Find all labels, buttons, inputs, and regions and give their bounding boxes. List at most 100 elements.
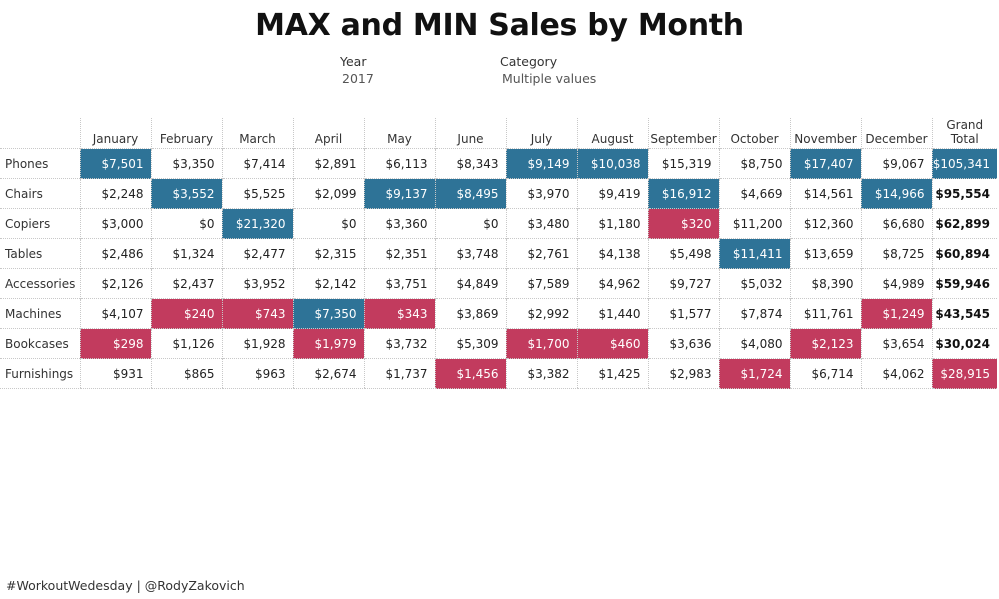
row-header-copiers[interactable]: Copiers	[0, 208, 80, 239]
table-cell-chairs-august[interactable]: $9,419	[576, 178, 648, 209]
table-cell-furnishings-march[interactable]: $963	[221, 358, 293, 389]
table-cell-chairs-february[interactable]: $3,552	[150, 178, 222, 209]
table-cell-machines-june[interactable]: $3,869	[434, 298, 506, 329]
table-cell-copiers-july[interactable]: $3,480	[505, 208, 577, 239]
table-cell-bookcases-march[interactable]: $1,928	[221, 328, 293, 359]
table-cell-copiers-june[interactable]: $0	[434, 208, 506, 239]
row-header-bookcases[interactable]: Bookcases	[0, 328, 80, 359]
table-cell-phones-august[interactable]: $10,038	[576, 148, 648, 179]
table-cell-machines-july[interactable]: $2,992	[505, 298, 577, 329]
table-cell-copiers-april[interactable]: $0	[292, 208, 364, 239]
table-cell-accessories-march[interactable]: $3,952	[221, 268, 293, 299]
table-cell-copiers-october[interactable]: $11,200	[718, 208, 790, 239]
table-cell-phones-february[interactable]: $3,350	[150, 148, 222, 179]
table-cell-bookcases-august[interactable]: $460	[576, 328, 648, 359]
column-header-grand-total[interactable]: Grand Total	[931, 118, 997, 149]
table-cell-bookcases-june[interactable]: $5,309	[434, 328, 506, 359]
table-cell-phones-march[interactable]: $7,414	[221, 148, 293, 179]
table-cell-machines-april[interactable]: $7,350	[292, 298, 364, 329]
table-cell-furnishings-december[interactable]: $4,062	[860, 358, 932, 389]
table-cell-phones-july[interactable]: $9,149	[505, 148, 577, 179]
column-header-february[interactable]: February	[150, 118, 222, 149]
table-cell-copiers-september[interactable]: $320	[647, 208, 719, 239]
table-cell-bookcases-february[interactable]: $1,126	[150, 328, 222, 359]
table-cell-chairs-january[interactable]: $2,248	[79, 178, 151, 209]
table-cell-bookcases-september[interactable]: $3,636	[647, 328, 719, 359]
table-cell-chairs-june[interactable]: $8,495	[434, 178, 506, 209]
table-cell-accessories-august[interactable]: $4,962	[576, 268, 648, 299]
table-cell-accessories-grand-total[interactable]: $59,946	[931, 268, 997, 299]
table-cell-furnishings-november[interactable]: $6,714	[789, 358, 861, 389]
column-header-november[interactable]: November	[789, 118, 861, 149]
table-cell-tables-july[interactable]: $2,761	[505, 238, 577, 269]
table-cell-phones-april[interactable]: $2,891	[292, 148, 364, 179]
table-cell-phones-december[interactable]: $9,067	[860, 148, 932, 179]
table-cell-copiers-january[interactable]: $3,000	[79, 208, 151, 239]
table-cell-chairs-grand-total[interactable]: $95,554	[931, 178, 997, 209]
table-cell-phones-november[interactable]: $17,407	[789, 148, 861, 179]
table-cell-phones-grand-total[interactable]: $105,341	[931, 148, 997, 179]
table-cell-accessories-july[interactable]: $7,589	[505, 268, 577, 299]
table-cell-chairs-march[interactable]: $5,525	[221, 178, 293, 209]
table-cell-tables-august[interactable]: $4,138	[576, 238, 648, 269]
table-cell-phones-may[interactable]: $6,113	[363, 148, 435, 179]
table-cell-tables-october[interactable]: $11,411	[718, 238, 790, 269]
table-cell-copiers-august[interactable]: $1,180	[576, 208, 648, 239]
column-header-december[interactable]: December	[860, 118, 932, 149]
table-cell-bookcases-july[interactable]: $1,700	[505, 328, 577, 359]
table-cell-bookcases-december[interactable]: $3,654	[860, 328, 932, 359]
table-cell-tables-january[interactable]: $2,486	[79, 238, 151, 269]
table-cell-phones-june[interactable]: $8,343	[434, 148, 506, 179]
table-cell-accessories-june[interactable]: $4,849	[434, 268, 506, 299]
table-cell-accessories-september[interactable]: $9,727	[647, 268, 719, 299]
table-cell-chairs-september[interactable]: $16,912	[647, 178, 719, 209]
table-cell-bookcases-may[interactable]: $3,732	[363, 328, 435, 359]
table-cell-machines-march[interactable]: $743	[221, 298, 293, 329]
table-cell-machines-november[interactable]: $11,761	[789, 298, 861, 329]
table-cell-phones-september[interactable]: $15,319	[647, 148, 719, 179]
table-cell-machines-february[interactable]: $240	[150, 298, 222, 329]
table-cell-tables-may[interactable]: $2,351	[363, 238, 435, 269]
table-cell-accessories-april[interactable]: $2,142	[292, 268, 364, 299]
table-cell-furnishings-april[interactable]: $2,674	[292, 358, 364, 389]
table-cell-furnishings-september[interactable]: $2,983	[647, 358, 719, 389]
table-cell-bookcases-october[interactable]: $4,080	[718, 328, 790, 359]
table-cell-furnishings-grand-total[interactable]: $28,915	[931, 358, 997, 389]
column-header-april[interactable]: April	[292, 118, 364, 149]
row-header-accessories[interactable]: Accessories	[0, 268, 80, 299]
table-cell-copiers-november[interactable]: $12,360	[789, 208, 861, 239]
column-header-june[interactable]: June	[434, 118, 506, 149]
table-cell-furnishings-october[interactable]: $1,724	[718, 358, 790, 389]
table-cell-copiers-february[interactable]: $0	[150, 208, 222, 239]
table-cell-machines-october[interactable]: $7,874	[718, 298, 790, 329]
row-header-chairs[interactable]: Chairs	[0, 178, 80, 209]
table-cell-bookcases-grand-total[interactable]: $30,024	[931, 328, 997, 359]
table-cell-accessories-january[interactable]: $2,126	[79, 268, 151, 299]
table-cell-tables-february[interactable]: $1,324	[150, 238, 222, 269]
table-cell-chairs-april[interactable]: $2,099	[292, 178, 364, 209]
table-cell-accessories-october[interactable]: $5,032	[718, 268, 790, 299]
table-cell-copiers-december[interactable]: $6,680	[860, 208, 932, 239]
table-cell-chairs-october[interactable]: $4,669	[718, 178, 790, 209]
table-cell-tables-march[interactable]: $2,477	[221, 238, 293, 269]
table-cell-furnishings-may[interactable]: $1,737	[363, 358, 435, 389]
table-cell-accessories-may[interactable]: $3,751	[363, 268, 435, 299]
table-cell-chairs-july[interactable]: $3,970	[505, 178, 577, 209]
table-cell-machines-january[interactable]: $4,107	[79, 298, 151, 329]
table-cell-furnishings-july[interactable]: $3,382	[505, 358, 577, 389]
table-cell-tables-september[interactable]: $5,498	[647, 238, 719, 269]
table-cell-bookcases-april[interactable]: $1,979	[292, 328, 364, 359]
table-cell-chairs-november[interactable]: $14,561	[789, 178, 861, 209]
category-filter-value[interactable]: Multiple values	[502, 71, 597, 86]
year-filter[interactable]: Year 2017	[340, 54, 374, 87]
table-cell-copiers-grand-total[interactable]: $62,899	[931, 208, 997, 239]
column-header-october[interactable]: October	[718, 118, 790, 149]
table-cell-tables-grand-total[interactable]: $60,894	[931, 238, 997, 269]
table-cell-bookcases-january[interactable]: $298	[79, 328, 151, 359]
table-cell-chairs-december[interactable]: $14,966	[860, 178, 932, 209]
column-header-september[interactable]: September	[647, 118, 719, 149]
column-header-july[interactable]: July	[505, 118, 577, 149]
column-header-january[interactable]: January	[79, 118, 151, 149]
table-cell-accessories-december[interactable]: $4,989	[860, 268, 932, 299]
table-cell-copiers-may[interactable]: $3,360	[363, 208, 435, 239]
